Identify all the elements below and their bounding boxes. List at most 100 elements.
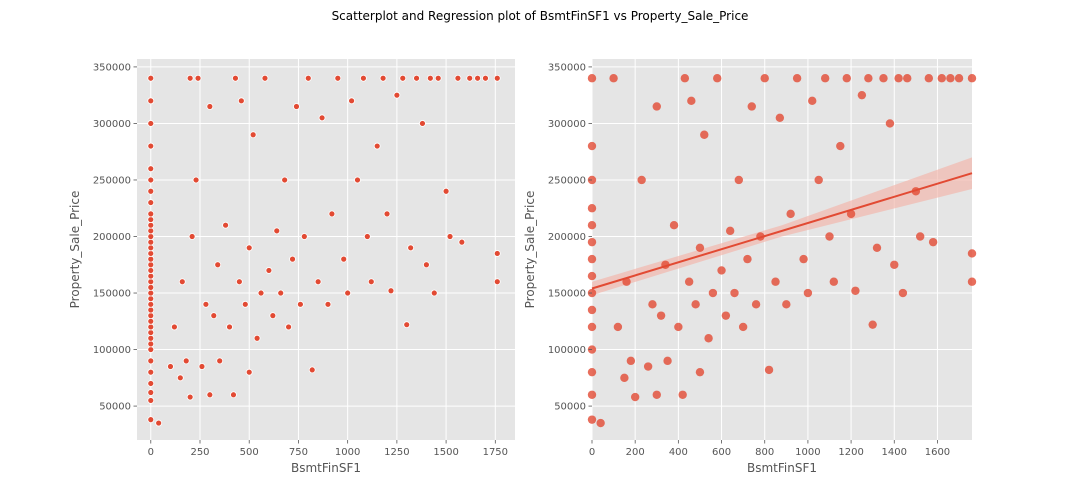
data-point xyxy=(147,120,155,127)
data-point xyxy=(214,261,222,269)
data-point xyxy=(192,176,200,184)
data-point xyxy=(820,74,830,83)
x-tick-label: 0 xyxy=(589,447,595,458)
data-point xyxy=(691,300,700,309)
y-tick-label: 100000 xyxy=(93,345,131,356)
grid-lines xyxy=(137,59,515,440)
data-point xyxy=(587,271,597,281)
data-point xyxy=(803,288,813,298)
data-point xyxy=(864,74,873,83)
data-point xyxy=(393,91,401,99)
data-point xyxy=(147,187,155,195)
x-tick-label: 1750 xyxy=(483,447,508,458)
data-point xyxy=(399,74,407,82)
data-point xyxy=(147,306,155,314)
x-tick-label: 250 xyxy=(190,447,209,458)
y-tick-label: 150000 xyxy=(93,289,131,300)
y-tick-label: 350000 xyxy=(548,62,586,73)
data-point xyxy=(808,96,817,106)
data-point xyxy=(147,317,155,325)
data-point xyxy=(206,103,214,110)
y-tick-label: 200000 xyxy=(93,232,131,243)
data-point xyxy=(147,210,155,218)
data-point xyxy=(652,102,661,111)
data-point xyxy=(890,260,899,269)
data-point xyxy=(760,74,769,83)
data-point xyxy=(147,142,155,150)
y-tick-label: 100000 xyxy=(548,345,586,356)
x-tick-label: 800 xyxy=(755,447,774,458)
data-point xyxy=(269,312,277,320)
scatter-panel: 0 250 500 750 1000 1250 1500 1750 50000 100000 150… xyxy=(68,59,515,475)
data-point xyxy=(493,74,501,82)
data-point xyxy=(587,254,597,264)
data-point xyxy=(147,74,155,82)
data-point xyxy=(277,289,285,297)
regression-panel: 0 200 400 600 800 1000 1200 1400 1600 50000 100000… xyxy=(523,59,977,475)
data-point xyxy=(147,165,155,173)
data-point xyxy=(474,74,481,82)
data-point xyxy=(147,295,155,303)
data-point xyxy=(147,97,155,105)
data-point xyxy=(648,300,657,309)
y-tick-label: 250000 xyxy=(548,175,586,186)
data-point xyxy=(186,74,194,82)
data-point xyxy=(147,380,155,387)
regression-line xyxy=(591,172,973,290)
data-point xyxy=(587,220,597,230)
data-point xyxy=(587,390,597,399)
data-point xyxy=(730,288,739,298)
data-point xyxy=(466,74,474,82)
data-point xyxy=(245,368,253,376)
data-point xyxy=(842,74,851,83)
plot-area xyxy=(137,59,515,440)
data-point xyxy=(782,300,791,309)
data-point xyxy=(799,254,808,264)
data-point xyxy=(235,278,243,286)
data-point xyxy=(915,232,925,241)
data-point xyxy=(407,244,415,252)
data-point xyxy=(367,278,375,286)
data-point xyxy=(147,267,155,274)
data-point xyxy=(656,311,666,320)
data-point xyxy=(678,390,687,399)
data-point xyxy=(967,249,977,258)
data-point xyxy=(281,176,289,184)
data-points xyxy=(147,74,501,427)
data-point xyxy=(194,74,202,82)
data-point xyxy=(637,175,646,185)
x-tick-label: 750 xyxy=(289,447,308,458)
data-point xyxy=(446,233,454,240)
data-point xyxy=(775,113,785,122)
data-point xyxy=(237,97,245,105)
data-point xyxy=(743,254,752,264)
data-point xyxy=(825,232,834,241)
data-point xyxy=(680,74,690,83)
data-point xyxy=(147,323,155,331)
data-point xyxy=(434,74,442,82)
data-point xyxy=(652,390,661,399)
x-axis-label: BsmtFinSF1 xyxy=(747,461,817,475)
data-point xyxy=(695,367,705,377)
data-point xyxy=(482,74,489,82)
data-point xyxy=(273,227,281,235)
data-point xyxy=(147,250,155,257)
x-tick-label: 1000 xyxy=(335,447,360,458)
data-point xyxy=(967,277,977,286)
data-point xyxy=(924,74,934,83)
data-point xyxy=(674,322,683,332)
y-tick-label: 300000 xyxy=(548,119,586,130)
data-point xyxy=(186,393,194,401)
data-point xyxy=(147,244,155,252)
data-point xyxy=(717,266,726,275)
data-point xyxy=(872,243,882,253)
x-tick-label: 0 xyxy=(148,447,154,458)
plot-area xyxy=(592,59,972,440)
data-point xyxy=(786,209,795,219)
data-point xyxy=(734,175,744,185)
data-point xyxy=(704,334,713,343)
data-point xyxy=(423,261,430,269)
y-tick-label: 200000 xyxy=(548,232,586,243)
data-point xyxy=(354,176,361,184)
